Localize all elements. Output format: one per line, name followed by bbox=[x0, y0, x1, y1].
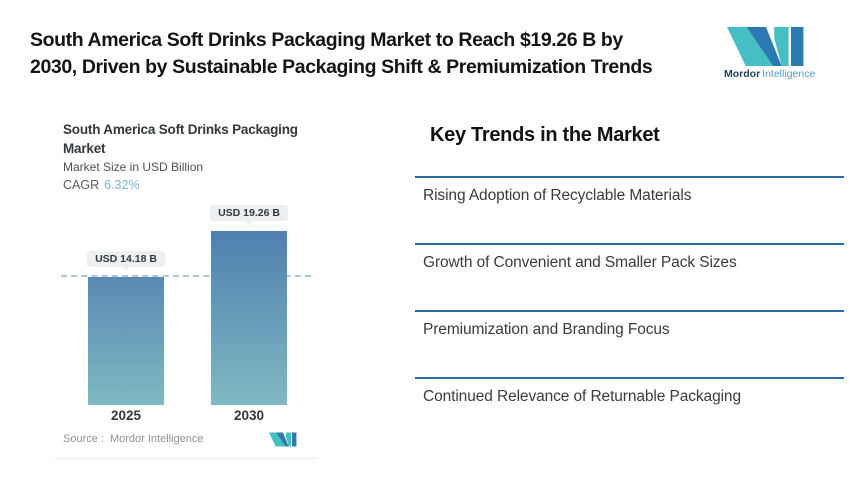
trend-label: Growth of Convenient and Smaller Pack Si… bbox=[423, 254, 737, 271]
trend-row: Growth of Convenient and Smaller Pack Si… bbox=[415, 243, 844, 272]
mordor-logo: Mordor Intelligence bbox=[724, 27, 815, 80]
chart-title-line1: South America Soft Drinks Packaging bbox=[63, 122, 298, 137]
mordor-logo-icon bbox=[727, 27, 804, 66]
market-size-chart-card: South America Soft Drinks Packaging Mark… bbox=[55, 112, 317, 459]
page-title: South America Soft Drinks Packaging Mark… bbox=[30, 27, 730, 81]
key-trends-heading: Key Trends in the Market bbox=[430, 124, 660, 146]
key-trends-section: Key Trends in the Market Rising Adoption… bbox=[415, 120, 844, 430]
bar-value-callout-2025: USD 14.18 B bbox=[83, 249, 169, 271]
chart-subtitle: Market Size in USD Billion bbox=[63, 160, 204, 174]
chart-title-line2: Market bbox=[63, 141, 106, 156]
trend-row: Premiumization and Branding Focus bbox=[415, 310, 844, 339]
bar-value-label: USD 14.18 B bbox=[87, 251, 165, 267]
cagr-label: CAGR bbox=[63, 178, 100, 192]
bar-value-callout-2030: USD 19.26 B bbox=[206, 203, 292, 225]
page-title-line1: South America Soft Drinks Packaging Mark… bbox=[30, 29, 623, 51]
page-title-line2: 2030, Driven by Sustainable Packaging Sh… bbox=[30, 56, 653, 78]
trend-row: Rising Adoption of Recyclable Materials bbox=[415, 176, 844, 205]
trend-label: Continued Relevance of Returnable Packag… bbox=[423, 388, 741, 405]
mordor-logo-mini bbox=[269, 432, 297, 447]
trend-label: Rising Adoption of Recyclable Materials bbox=[423, 187, 692, 204]
bar-2030 bbox=[211, 231, 287, 405]
trend-row: Continued Relevance of Returnable Packag… bbox=[415, 377, 844, 406]
mordor-logo-wordmark: Mordor Intelligence bbox=[724, 68, 815, 80]
source-attribution: Source : Mordor Intelligence bbox=[63, 433, 204, 445]
mordor-logo-mini-icon bbox=[269, 432, 297, 447]
cagr-row: CAGR 6.32% bbox=[63, 178, 140, 192]
brand-name-bold: Mordor bbox=[724, 68, 761, 80]
source-value: Mordor Intelligence bbox=[109, 433, 204, 445]
source-label: Source : bbox=[63, 433, 104, 445]
cagr-value: 6.32% bbox=[104, 178, 140, 192]
brand-name-light: Intelligence bbox=[762, 68, 816, 80]
reference-dashed-line bbox=[61, 275, 311, 277]
x-axis-label-2025: 2025 bbox=[110, 408, 142, 423]
bar-value-label: USD 19.26 B bbox=[210, 205, 288, 221]
chart-title: South America Soft Drinks Packaging Mark… bbox=[63, 120, 298, 158]
trend-label: Premiumization and Branding Focus bbox=[423, 321, 670, 338]
x-axis-label-2030: 2030 bbox=[233, 408, 265, 423]
bar-2025 bbox=[88, 277, 164, 405]
bar-chart-plot: USD 14.18 B USD 19.26 B bbox=[61, 204, 311, 405]
